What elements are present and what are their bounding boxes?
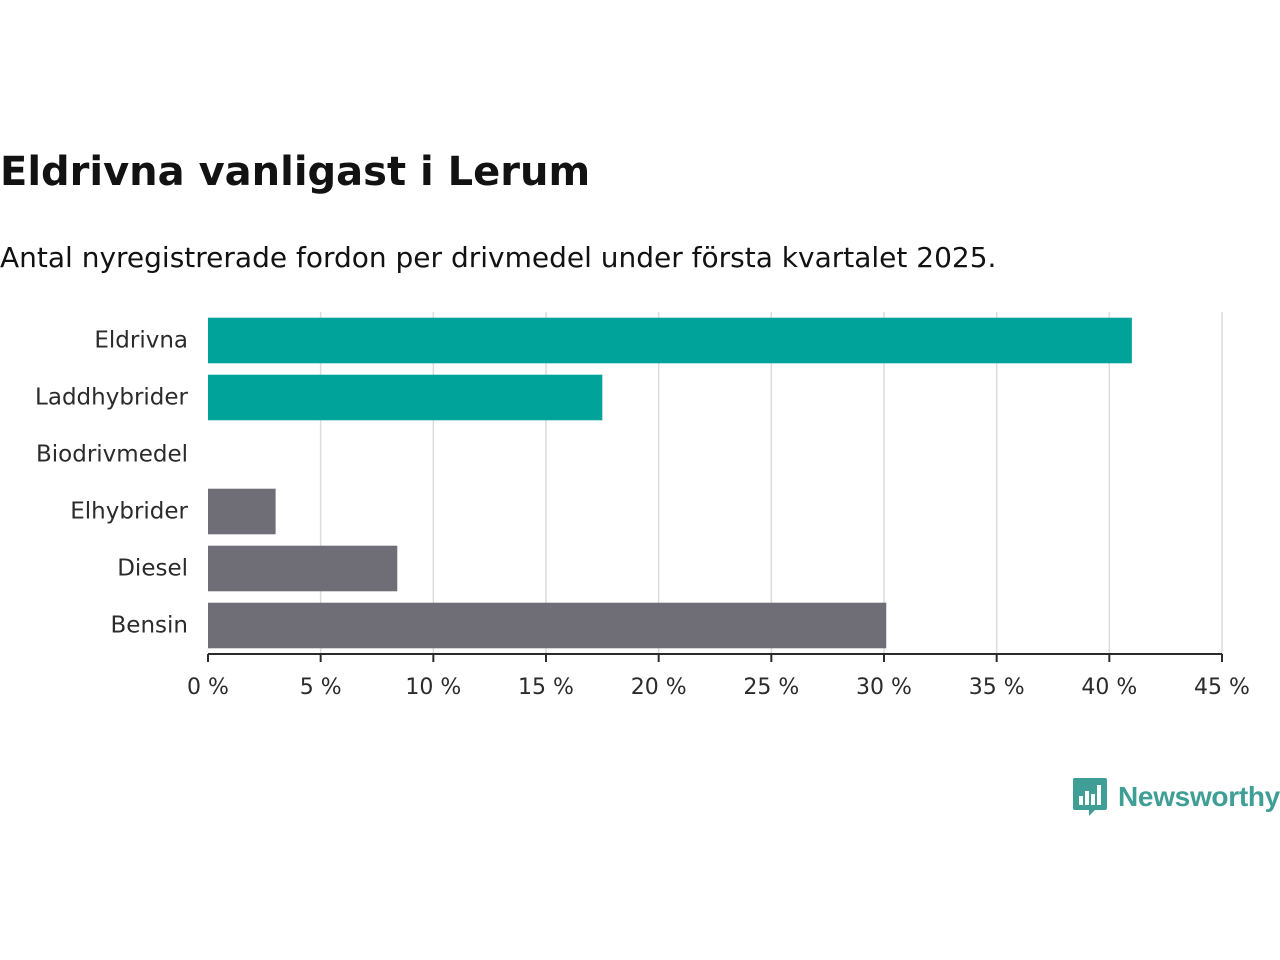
- bar: [208, 545, 398, 592]
- bar: [208, 374, 603, 421]
- category-label: Elhybrider: [70, 499, 188, 525]
- newsworthy-logo: Newsworthy: [1072, 776, 1280, 818]
- category-label: Bensin: [111, 613, 188, 639]
- x-tick-label: 45 %: [1194, 675, 1250, 700]
- x-tick-label: 35 %: [969, 675, 1025, 700]
- x-axis: 0 % 5 % 10 % 15 % 20 % 25 % 30 % 35 % 40 % 45 %: [187, 653, 1250, 700]
- x-tick-label: 10 %: [405, 675, 461, 700]
- category-labels: Eldrivna Laddhybrider Biodrivmedel Elhybrid…: [35, 328, 188, 639]
- x-tick-label: 20 %: [631, 675, 687, 700]
- chart-title: Eldrivna vanligast i Lerum: [0, 149, 591, 195]
- x-tick-label: 5 %: [300, 675, 342, 700]
- brand-name: Newsworthy: [1118, 781, 1280, 812]
- x-tick-label: 0 %: [187, 675, 229, 700]
- bar-chart: Eldrivna Laddhybrider Biodrivmedel Elhybrid…: [35, 312, 1250, 700]
- category-label: Diesel: [117, 556, 188, 582]
- x-tick-label: 30 %: [856, 675, 912, 700]
- bar: [208, 602, 887, 649]
- x-tick-label: 40 %: [1081, 675, 1137, 700]
- bars: [208, 317, 1132, 649]
- chart-subtitle: Antal nyregistrerade fordon per drivmede…: [0, 241, 997, 274]
- x-tick-label: 25 %: [743, 675, 799, 700]
- x-tick-label: 15 %: [518, 675, 574, 700]
- category-label: Eldrivna: [94, 328, 188, 354]
- bar: [208, 488, 276, 535]
- bar-chart-speech-bubble-icon: [1073, 778, 1107, 816]
- grid-lines: [319, 312, 1223, 654]
- category-label: Laddhybrider: [35, 385, 188, 411]
- category-label: Biodrivmedel: [36, 442, 188, 468]
- bar: [208, 317, 1132, 364]
